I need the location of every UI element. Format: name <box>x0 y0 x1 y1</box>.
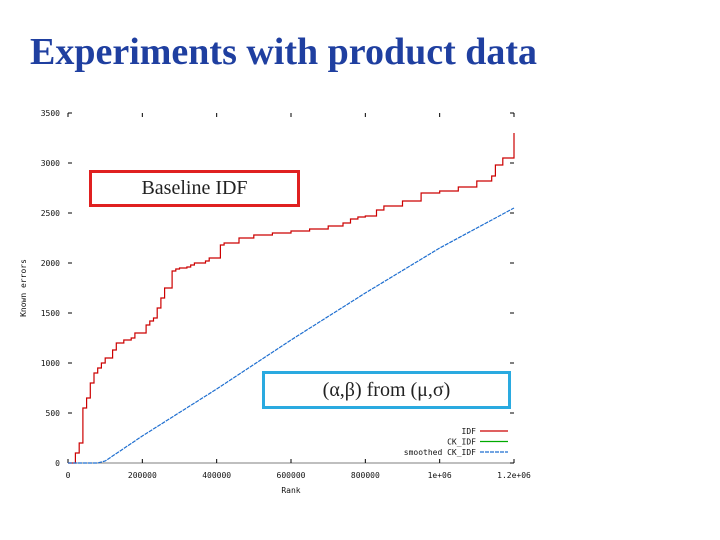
y-tick-label: 3500 <box>41 109 60 118</box>
y-tick-label: 1500 <box>41 309 60 318</box>
x-axis-label: Rank <box>281 486 300 495</box>
x-tick-label: 1e+06 <box>428 471 452 480</box>
legend-label: smoothed CK_IDF <box>404 448 476 457</box>
x-tick-label: 0 <box>66 471 71 480</box>
legend-label: CK_IDF <box>447 438 476 447</box>
legend-label: IDF <box>462 427 477 436</box>
series-line-smoothed-ck-idf <box>68 207 515 464</box>
x-tick-label: 200000 <box>128 471 157 480</box>
callout-baseline-idf: Baseline IDF <box>89 170 300 207</box>
y-tick-label: 2500 <box>41 209 60 218</box>
y-tick-label: 1000 <box>41 359 60 368</box>
y-tick-label: 500 <box>46 409 61 418</box>
plot-frame: 0 200000 400000 600000 800000 1e+06 1.2e+06 0 50… <box>41 109 531 480</box>
x-tick-label: 400000 <box>202 471 231 480</box>
y-tick-label: 3000 <box>41 159 60 168</box>
x-tick-label: 600000 <box>277 471 306 480</box>
x-tick-label: 1.2e+06 <box>497 471 531 480</box>
slide-title: Experiments with product data <box>30 31 538 73</box>
y-tick-label: 0 <box>55 459 60 468</box>
y-tick-label: 2000 <box>41 259 60 268</box>
x-tick-label: 800000 <box>351 471 380 480</box>
series-line-idf <box>68 133 515 464</box>
callout-alpha-beta: (α,β) from (μ,σ) <box>262 371 511 409</box>
series-layer <box>68 133 515 464</box>
y-axis-label: Known errors <box>19 259 28 317</box>
axis-labels: Rank Known errors <box>19 259 301 495</box>
